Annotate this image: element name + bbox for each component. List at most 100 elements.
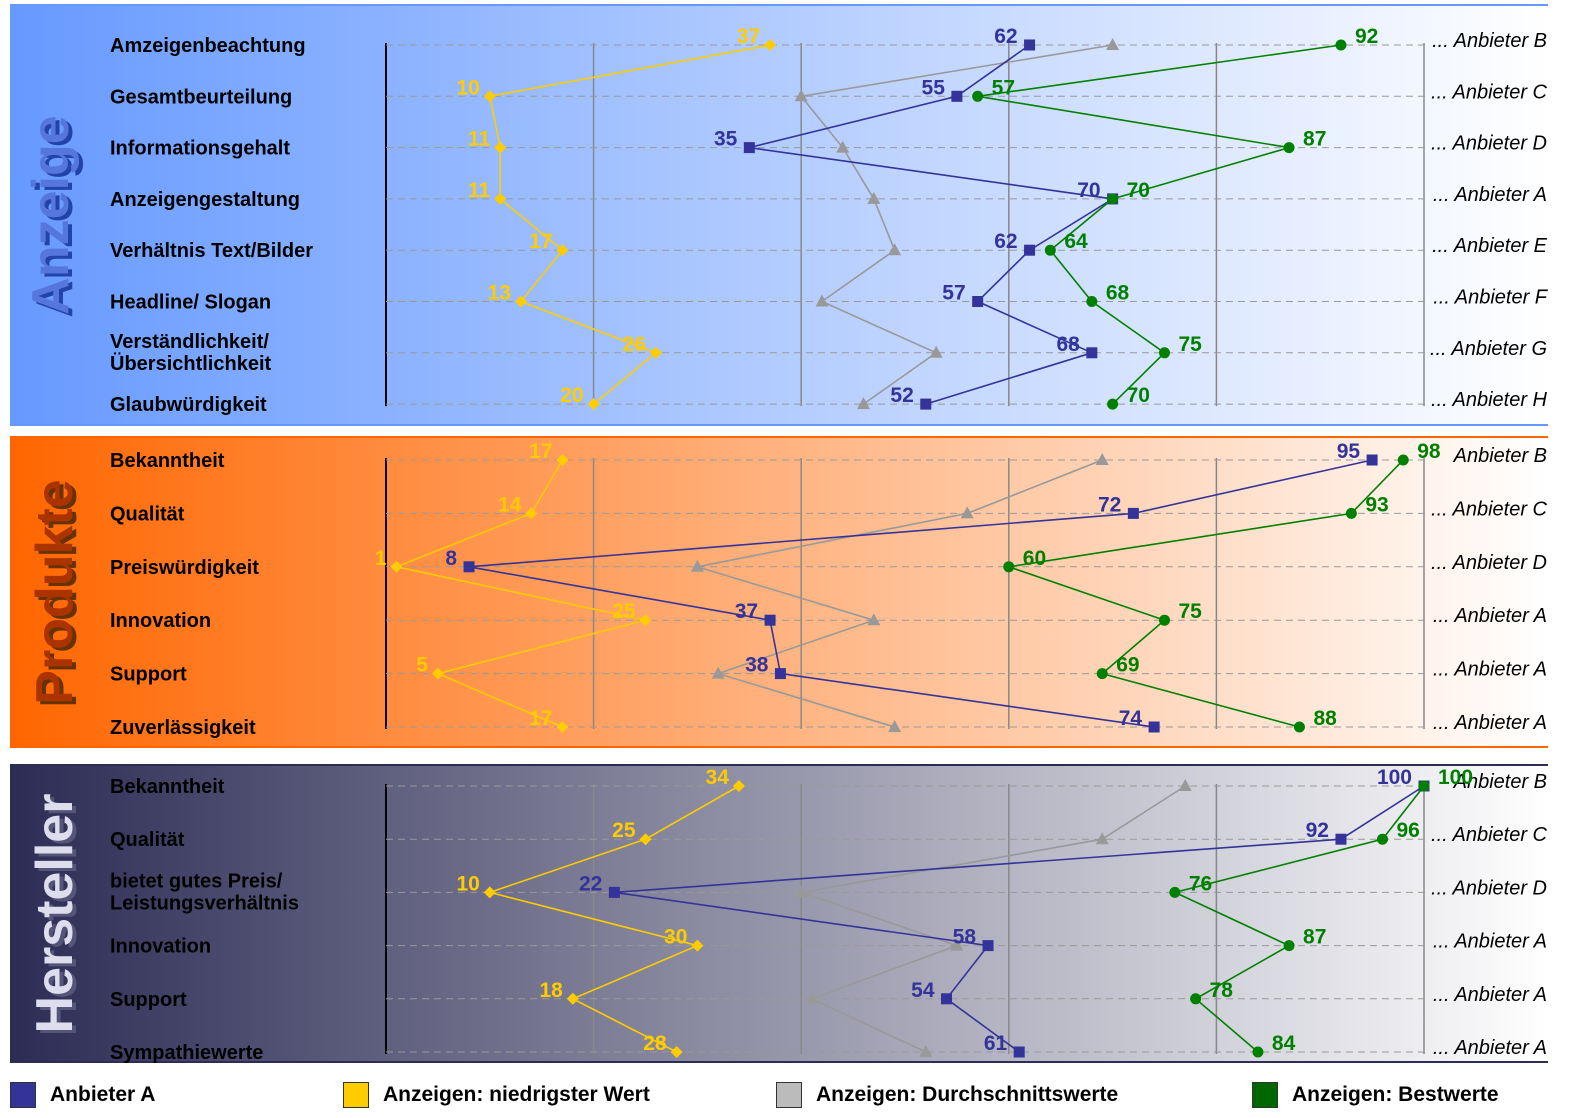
- data-point: [390, 560, 403, 573]
- series-line: [800, 785, 1186, 1053]
- provider-label: ... Anbieter C: [1431, 824, 1548, 846]
- data-label: 84: [1272, 1032, 1296, 1055]
- data-point: [764, 614, 776, 626]
- provider-label: ... Anbieter E: [1432, 235, 1548, 257]
- legend-item-durchschnittswerte: Anzeigen: Durchschnittswerte: [776, 1080, 1118, 1110]
- data-point: [960, 506, 974, 519]
- data-label: 38: [745, 654, 769, 677]
- data-point: [1345, 507, 1357, 519]
- data-point: [1252, 1046, 1264, 1058]
- category-label: Support: [110, 989, 187, 1011]
- data-point: [1013, 1046, 1025, 1058]
- data-point: [639, 833, 652, 846]
- data-label: 75: [1179, 600, 1203, 623]
- data-label: 100: [1438, 766, 1473, 789]
- data-point: [556, 244, 569, 257]
- data-point: [1106, 38, 1120, 50]
- data-point: [920, 398, 932, 410]
- data-point: [1376, 833, 1388, 845]
- legend-swatch: [776, 1082, 802, 1108]
- legend-label: Anzeigen: niedrigster Wert: [383, 1083, 650, 1106]
- data-label: 25: [612, 819, 636, 842]
- data-label: 64: [1064, 230, 1088, 253]
- data-point: [1095, 832, 1109, 845]
- provider-label: ... Anbieter D: [1431, 552, 1547, 574]
- series-line: [468, 459, 1373, 728]
- data-label: 57: [992, 76, 1015, 99]
- provider-label: ... Anbieter C: [1431, 81, 1548, 103]
- data-label: 25: [612, 600, 636, 623]
- data-label: 68: [1056, 333, 1080, 356]
- data-label: 74: [1119, 707, 1143, 730]
- data-label: 20: [560, 384, 583, 407]
- data-label: 30: [664, 926, 687, 949]
- data-point: [494, 141, 507, 154]
- data-point: [941, 993, 953, 1005]
- data-label: 17: [529, 440, 552, 463]
- data-point: [888, 720, 902, 732]
- data-label: 52: [890, 384, 913, 407]
- data-point: [483, 90, 496, 103]
- data-point: [732, 780, 745, 792]
- data-point: [494, 192, 507, 205]
- legend-item-niedrigster-wert: Anzeigen: niedrigster Wert: [343, 1080, 650, 1110]
- data-label: 37: [735, 600, 758, 623]
- provider-label: ... Anbieter C: [1431, 498, 1548, 520]
- series-line: [1172, 785, 1425, 1053]
- data-label: 70: [1127, 179, 1150, 202]
- data-point: [1159, 614, 1170, 626]
- data-point: [463, 561, 475, 573]
- data-point: [431, 667, 444, 680]
- category-label: Innovation: [110, 610, 211, 632]
- data-point: [691, 939, 704, 952]
- data-label: 100: [1377, 766, 1412, 789]
- legend-label: Anzeigen: Durchschnittswerte: [816, 1083, 1119, 1106]
- data-label: 13: [488, 282, 511, 305]
- data-point: [888, 243, 902, 256]
- data-label: 1: [375, 547, 387, 570]
- series-line: [393, 459, 646, 728]
- data-label: 8: [445, 547, 457, 570]
- provider-label: ... Anbieter B: [1432, 30, 1547, 52]
- panel-title: Anzeige: [22, 115, 80, 314]
- data-point: [1293, 721, 1305, 733]
- category-label: Qualität: [110, 829, 185, 851]
- legend-label: Anbieter A: [50, 1083, 156, 1106]
- category-label: Innovation: [110, 936, 211, 958]
- data-label: 62: [994, 25, 1017, 48]
- provider-label: ... Anbieter A: [1433, 712, 1547, 734]
- panel-title: Produkte: [26, 479, 84, 704]
- data-label: 69: [1116, 654, 1139, 677]
- data-point: [711, 666, 725, 679]
- data-point: [1024, 39, 1036, 51]
- data-label: 98: [1417, 440, 1441, 463]
- data-point: [743, 142, 755, 154]
- data-point: [556, 721, 569, 733]
- data-point: [1107, 398, 1119, 410]
- provider-label: Anbieter B: [1453, 445, 1547, 467]
- data-point: [1178, 779, 1192, 791]
- data-label: 10: [456, 872, 479, 895]
- data-point: [1107, 193, 1119, 205]
- series-line: [977, 44, 1342, 405]
- provider-label: ... Anbieter A: [1433, 931, 1547, 953]
- data-label: 22: [579, 872, 602, 895]
- data-point: [1159, 347, 1170, 359]
- category-label: Preiswürdigkeit: [110, 557, 259, 579]
- provider-label: ... Anbieter A: [1433, 605, 1547, 627]
- series-anzeigen-bestwerte: 92 57 87 70 64 68 75 70: [972, 25, 1378, 410]
- category-label: Verständlichkeit/Übersichtlichkeit: [110, 331, 272, 375]
- data-label: 34: [706, 766, 730, 789]
- provider-label: ... Anbieter D: [1431, 133, 1547, 155]
- legend-swatch: [343, 1082, 369, 1108]
- series-line: [487, 785, 740, 1053]
- data-point: [794, 89, 808, 102]
- data-point: [867, 613, 881, 626]
- data-label: 68: [1106, 282, 1130, 305]
- data-label: 54: [911, 979, 935, 1002]
- data-label: 37: [737, 25, 760, 48]
- data-point: [1366, 454, 1378, 466]
- data-label: 70: [1077, 179, 1100, 202]
